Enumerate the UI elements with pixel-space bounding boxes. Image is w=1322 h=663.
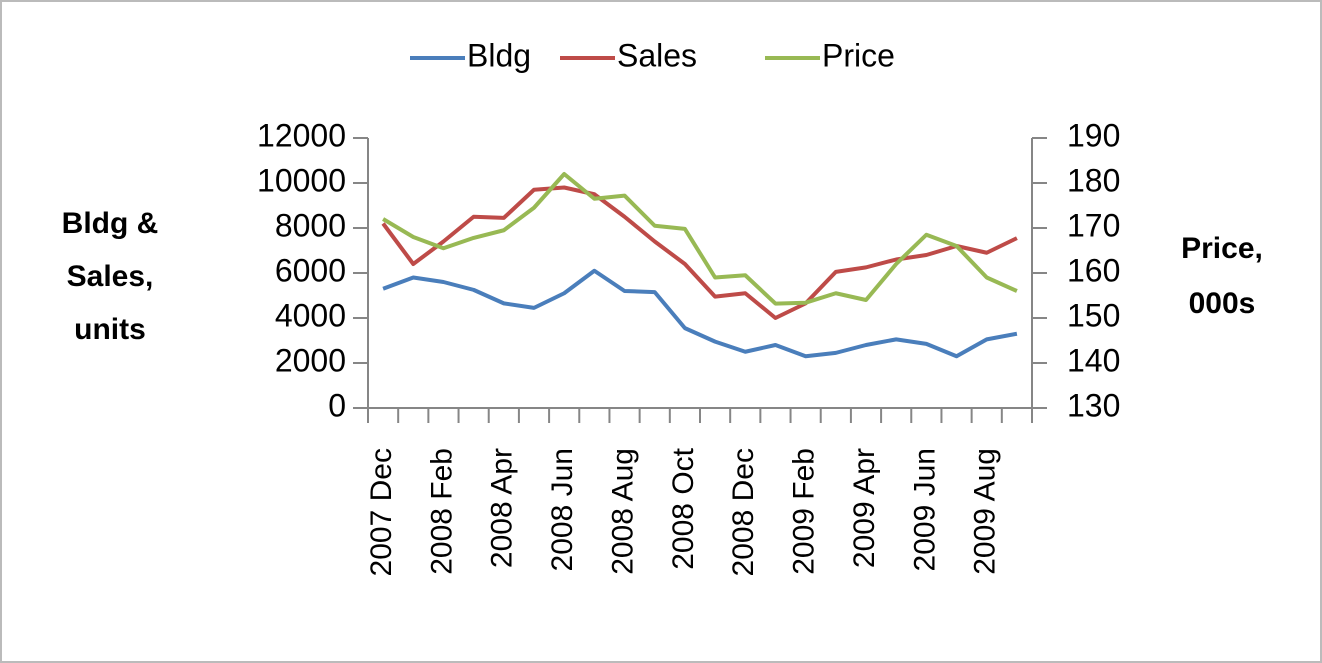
- x-tick-label: 2008 Feb: [425, 448, 458, 575]
- x-tick-label: 2009 Aug: [969, 448, 1002, 575]
- x-tick-label: 2009 Jun: [908, 448, 941, 571]
- series-line: [382, 172, 1018, 306]
- x-tick-label: 2008 Apr: [486, 448, 519, 568]
- y-tick-label: 2000: [275, 342, 346, 378]
- y-tick-label: 4000: [275, 297, 346, 333]
- y2-axis-title: Price,: [1181, 232, 1263, 265]
- y2-tick-label: 170: [1067, 207, 1120, 243]
- y2-tick-label: 130: [1067, 387, 1120, 423]
- y2-tick-label: 180: [1067, 162, 1120, 198]
- y2-tick-label: 140: [1067, 342, 1120, 378]
- x-tick-label: 2008 Jun: [546, 448, 579, 571]
- y-tick-label: 12000: [257, 117, 346, 153]
- x-tick-label: 2007 Dec: [365, 448, 398, 576]
- y-tick-label: 8000: [275, 207, 346, 243]
- y2-tick-label: 160: [1067, 252, 1120, 288]
- y2-tick-label: 190: [1067, 117, 1120, 153]
- y-tick-label: 6000: [275, 252, 346, 288]
- series-line: [381, 185, 1018, 320]
- legend-label: Sales: [617, 37, 697, 73]
- y-axis-title: units: [74, 313, 146, 346]
- x-tick-label: 2008 Aug: [606, 448, 639, 575]
- legend-label: Price: [822, 37, 895, 73]
- x-tick-label: 2009 Feb: [788, 448, 821, 575]
- legend-label: Bldg: [467, 37, 531, 73]
- y-tick-label: 10000: [257, 162, 346, 198]
- series-line: [382, 268, 1018, 359]
- x-tick-label: 2008 Oct: [667, 447, 700, 569]
- x-tick-label: 2008 Dec: [727, 448, 760, 576]
- y-axis-title: Bldg &: [62, 207, 159, 240]
- x-tick-label: 2009 Apr: [848, 448, 881, 568]
- y-tick-label: 0: [328, 387, 346, 423]
- y2-axis-title: 000s: [1189, 287, 1256, 320]
- y-axis-title: Sales,: [67, 260, 154, 293]
- y2-tick-label: 150: [1067, 297, 1120, 333]
